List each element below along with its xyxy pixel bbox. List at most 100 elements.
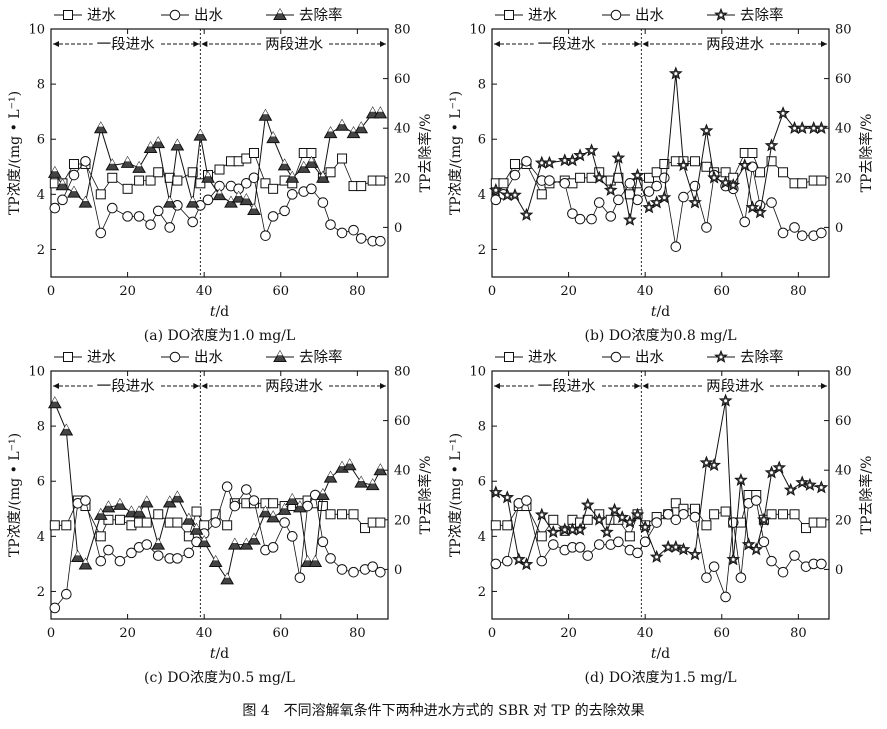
panel-b-series-circle-point (574, 213, 586, 225)
panel-a-legend-marker (63, 10, 73, 20)
panel-c-series-triangle-point (293, 500, 307, 513)
panel-b-series-circle-point (586, 213, 597, 225)
panel-a-series-square-point (241, 153, 252, 164)
panel-b-series-square (490, 148, 827, 200)
panel-d-legend-item: 进水 (495, 349, 557, 366)
panel-d-series-circle-point (678, 508, 689, 520)
panel-c-series-circle-point (348, 566, 359, 578)
panel-c-series-triangle-point-shape (189, 522, 204, 535)
panel-c-series-triangle-point-shape (170, 490, 185, 503)
panel-c-legend-label: 去除率 (299, 349, 343, 366)
panel-d-series-square-point (502, 520, 513, 531)
panel-d-series-star-point (741, 537, 756, 551)
panel-c-legend-marker-tip (277, 351, 283, 356)
panel-b-series-star-point (592, 170, 607, 184)
panel-d-legend-label: 进水 (528, 349, 557, 366)
panel-b-series-star-point (688, 195, 702, 209)
panel-c-series-triangle (47, 396, 388, 585)
panel-d-series-circle-point (639, 536, 651, 548)
panel-b-legend-item: 进水 (495, 7, 557, 24)
panel-d-series-star-point-center (819, 486, 823, 490)
panel-c-series-triangle-point-shape (47, 396, 62, 409)
panel-a-series-circle-point (248, 172, 260, 184)
panel-b-series-circle-point (701, 222, 712, 233)
panel-c-series-circle-point (229, 500, 241, 512)
panel-c-series-circle-point (210, 517, 221, 528)
panel-d-series-square-point (701, 520, 712, 531)
panel-c-series-square-point (360, 523, 371, 534)
panel-a-series-triangle-point (55, 178, 70, 191)
panel-d-legend-label: 出水 (635, 349, 664, 366)
panel-c-legend-label: 出水 (194, 349, 223, 366)
panel-c-y-right-tick-label: 0 (394, 563, 402, 578)
panel-c: 0 20 40 60 80 2 4 6 8 10 0 20 40 60 80 t/d TP浓度/(mg • L⁻… (7, 349, 434, 686)
panel-c-series-triangle-point-tip (328, 471, 334, 477)
panel-c-series-square-point (141, 517, 152, 528)
panel-b-series-star-point-center (674, 72, 678, 76)
panel-b-series-star-point (776, 106, 790, 120)
panel-a-series-square-point (145, 175, 156, 186)
panel-c-x-tick-label: 60 (272, 626, 289, 641)
panel-a-series-triangle-point (132, 160, 146, 173)
panel-d-series-square-point (816, 517, 827, 528)
panel-c-x-tick-label: 0 (47, 626, 55, 641)
panel-a-series-square-point (107, 172, 118, 183)
panel-b-series-star-point (488, 182, 503, 197)
panel-d-series-circle-point (662, 508, 674, 520)
panel-a-y-left-tick-label: 6 (37, 133, 45, 148)
panel-a-series-circle (49, 155, 386, 247)
panel-a-series-circle-point (267, 211, 279, 222)
panel-c-series-triangle-point (316, 487, 330, 500)
panel-d-series-star-point (668, 539, 683, 553)
panel-d-series-star-point (802, 477, 817, 491)
panel-c-series-circle-point (49, 602, 61, 614)
panel-d-series-square-point (670, 498, 681, 509)
panel-c-series-triangle-point-shape (101, 500, 116, 513)
panel-c-series-triangle-point-shape (365, 478, 380, 491)
panel-c-series-triangle-point-tip (262, 506, 268, 511)
panel-a-x-axis-label: t/d (210, 304, 229, 320)
panel-a-y-left-tick-label: 8 (37, 78, 45, 93)
panel-c-series-triangle-point-shape (308, 554, 323, 567)
panel-d-legend-item: 去除率 (707, 349, 784, 366)
panel-a-legend-item: 去除率 (266, 7, 343, 24)
panel-c-series-triangle-point (59, 423, 74, 436)
panel-b-series-square-point (747, 148, 758, 158)
panel-d-y-right-axis-label: TP去除率/% (858, 456, 875, 535)
panel-a-series-square-point (187, 167, 198, 178)
panel-d-series-square-point (801, 523, 812, 534)
panel-c-series-triangle-point-tip (213, 555, 219, 561)
panel-a-legend-item: 进水 (54, 7, 116, 24)
panel-c-series-square-point (375, 517, 386, 528)
panel-d-series-square-point (548, 514, 559, 525)
panel-d-series-circle-point (632, 547, 643, 559)
panel-b-series-circle-point (632, 194, 643, 206)
panel-c-phase-label-bg (92, 378, 160, 395)
panel-a-plot-frame (50, 28, 389, 278)
panel-b-plot-frame (491, 28, 830, 278)
panel-b-series-star-point (542, 155, 557, 169)
panel-b-series-star-point (668, 66, 683, 80)
panel-a-series-triangle-point (373, 106, 388, 119)
panel-d-plot-frame (491, 370, 830, 620)
panel-b-legend-label: 出水 (635, 7, 664, 24)
panel-b-series-star-point-center (597, 176, 601, 180)
panel-d-y-right-tick-label: 20 (835, 513, 852, 528)
panel-c-series-triangle-point (101, 500, 116, 513)
panel-c-series-circle-point (221, 481, 233, 493)
panel-d-y-right-tick-label: 80 (835, 365, 852, 380)
panel-a-caption: (a) DO浓度为1.0 mg/L (144, 328, 295, 344)
panel-a-x-tick-label: 20 (119, 284, 136, 299)
panel-c-series-triangle-point-tip (282, 503, 288, 509)
panel-b-series-star-point-center (681, 163, 685, 167)
panel-b-series-star-point-center (743, 163, 747, 167)
panel-a-series-triangle-point-tip (377, 107, 383, 112)
panel-d-legend-marker (504, 352, 514, 362)
panel-b-series-star-point (753, 205, 767, 219)
panel-a-series-triangle (47, 106, 388, 216)
panel-c-series-triangle-point (365, 478, 380, 491)
panel-c-series-triangle-point-tip (232, 538, 238, 543)
panel-d-y-left-tick-label: 2 (478, 585, 486, 600)
panel-c-legend-marker (169, 351, 181, 363)
panel-c-series-circle-point (126, 547, 137, 559)
